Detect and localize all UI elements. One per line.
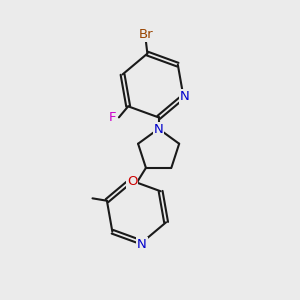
Text: N: N [154,123,164,136]
Text: O: O [127,175,137,188]
Text: F: F [109,111,116,124]
Text: N: N [137,238,147,250]
Text: N: N [180,90,190,103]
Text: Br: Br [139,28,153,41]
